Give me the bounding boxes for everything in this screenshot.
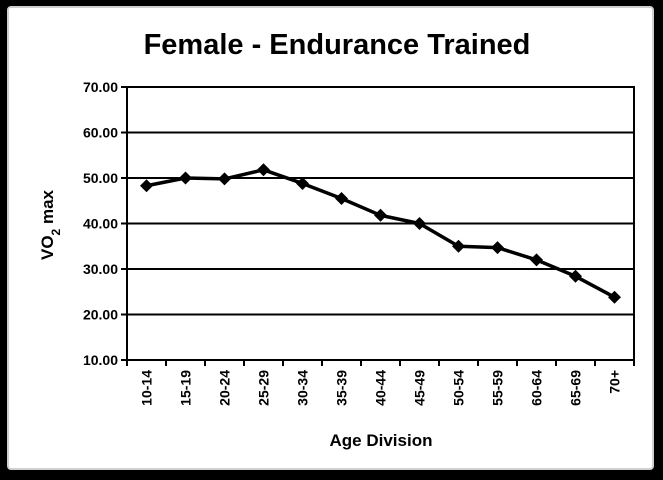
x-tick-label: 45-49 [412,370,428,406]
y-tick-label: 40.00 [83,216,118,232]
line-chart: Female - Endurance Trained VO2 max Age D… [38,29,635,450]
y-axis-label-main: VO [38,235,57,260]
x-axis-ticks: 10-14 15-19 20-24 25-29 30-34 35-39 40-44 45-49… [126,360,635,406]
x-tick-label: 25-29 [256,370,272,406]
x-tick-label: 60-64 [529,370,545,406]
plot-area-border [126,86,635,361]
x-tick-label: 15-19 [178,370,194,406]
x-tick-label: 20-24 [217,370,233,406]
y-axis-label-subscript: 2 [49,228,63,235]
x-tick-label: 50-54 [451,370,467,406]
data-point-marker [413,217,426,230]
y-axis-ticks: 10.00 20.00 30.00 40.00 50.00 60.00 70.00 [83,79,127,368]
data-point-marker [179,171,192,185]
data-point-marker [530,253,543,267]
data-point-marker [452,239,465,253]
data-point-marker [296,176,309,190]
x-tick-label: 40-44 [373,370,389,406]
gridlines [127,86,634,361]
y-axis-label-suffix: max [38,189,57,228]
data-point-marker [569,269,582,283]
y-tick-label: 10.00 [83,352,118,368]
y-axis-label: VO2 max [38,189,63,260]
chart-frame: Female - Endurance Trained VO2 max Age D… [7,6,654,470]
data-point-marker [218,172,231,186]
y-tick-label: 60.00 [83,125,118,141]
data-point-marker [374,208,387,222]
y-tick-label: 20.00 [83,307,118,323]
series-group [140,163,621,304]
series-line [146,168,616,299]
x-axis-label: Age Division [330,431,433,450]
data-point-marker [608,290,621,304]
y-tick-label: 30.00 [83,261,118,277]
svg-text:VO2 max: VO2 max [38,189,63,260]
x-tick-label: 35-39 [334,370,350,406]
x-tick-label: 65-69 [568,370,584,406]
data-point-marker [491,241,504,255]
x-tick-label: 70+ [607,370,623,394]
data-point-marker [335,191,348,205]
x-tick-label: 55-59 [490,370,506,406]
y-tick-label: 70.00 [83,79,118,95]
chart-title: Female - Endurance Trained [144,29,531,61]
x-tick-label: 30-34 [295,370,311,406]
x-tick-label: 10-14 [139,370,155,406]
data-point-marker [257,163,270,177]
data-point-marker [140,179,153,193]
y-tick-label: 50.00 [83,170,118,186]
